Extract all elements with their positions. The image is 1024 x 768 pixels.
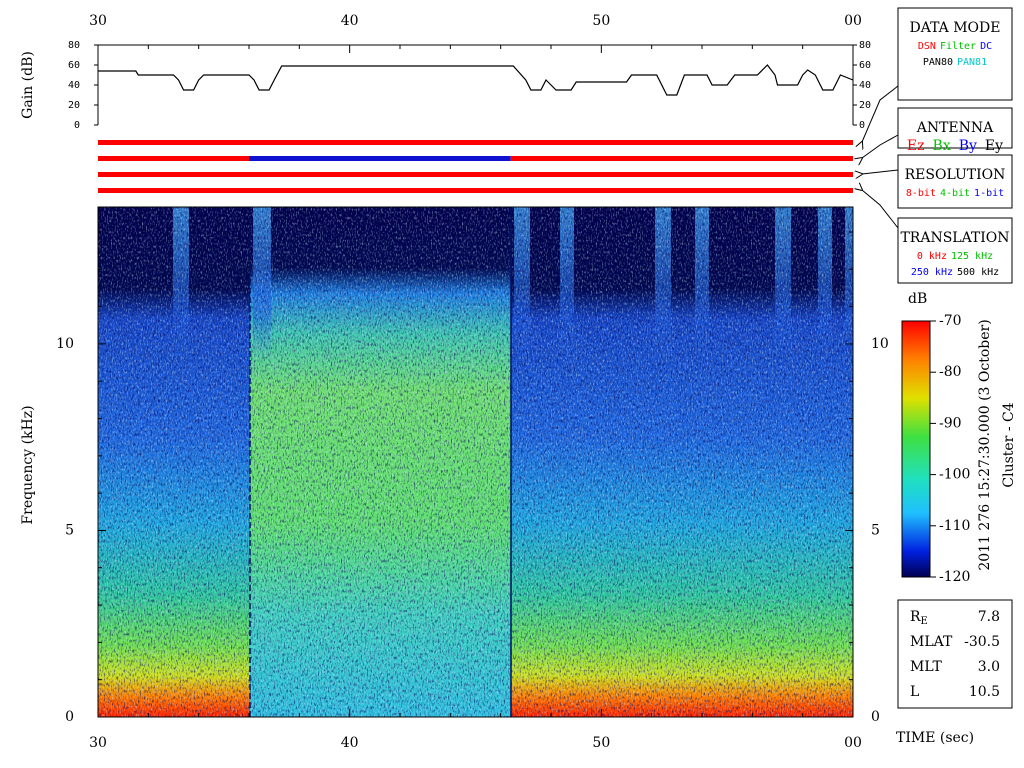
caption-date: 2011 276 15:27:30.000 (3 October) bbox=[977, 319, 993, 570]
panel-item: PAN80 bbox=[923, 57, 953, 68]
orbit-label-main: MLAT bbox=[910, 634, 953, 650]
panel-item: 4-bit bbox=[940, 188, 970, 199]
frequency-axis-label: Frequency (kHz) bbox=[20, 405, 36, 524]
panel-item: 125 kHz bbox=[951, 251, 993, 262]
colorbar bbox=[901, 320, 931, 578]
y-tick-label: 5 bbox=[65, 522, 74, 538]
colorbar-tick-label: -100 bbox=[939, 467, 970, 483]
orbit-panel bbox=[897, 599, 1013, 709]
mode-bar bbox=[510, 156, 853, 161]
x-tick-label: 50 bbox=[592, 13, 610, 29]
x-tick-label: 50 bbox=[592, 735, 610, 751]
colorbar-label: dB bbox=[908, 291, 927, 307]
x-axis-label: TIME (sec) bbox=[896, 730, 974, 746]
panel-item: Ez bbox=[907, 138, 925, 154]
panel-row: DSN Filter DC bbox=[918, 41, 992, 52]
spectrogram-noise bbox=[98, 207, 853, 717]
legend-panel bbox=[897, 154, 1013, 209]
mode-bar bbox=[98, 140, 853, 145]
y-tick-label: 0 bbox=[859, 120, 865, 131]
y-tick-label: 20 bbox=[859, 100, 871, 111]
caption-spacecraft: Cluster - C4 bbox=[1001, 402, 1017, 487]
panel-item: PAN81 bbox=[957, 57, 987, 68]
panel-title: RESOLUTION bbox=[905, 167, 1006, 183]
colorbar-tick-label: -90 bbox=[939, 415, 962, 431]
legend-panel bbox=[897, 217, 1013, 284]
y-tick-label: 40 bbox=[859, 80, 871, 91]
x-tick-label: 30 bbox=[89, 13, 107, 29]
legend-panel bbox=[897, 107, 1013, 149]
panel-row: Ez Bx By Ey bbox=[907, 138, 1003, 154]
y-tick-label: 0 bbox=[65, 709, 74, 725]
panel-item: DSN bbox=[918, 41, 936, 52]
x-tick-label: 40 bbox=[341, 735, 359, 751]
colorbar-tick-label: -110 bbox=[939, 518, 970, 534]
panel-item: Filter bbox=[940, 41, 976, 52]
y-tick-label: 80 bbox=[68, 40, 80, 51]
y-tick-label: 10 bbox=[871, 336, 889, 352]
mode-bar bbox=[249, 156, 511, 161]
panel-title: DATA MODE bbox=[910, 20, 1001, 36]
x-tick-label: 00 bbox=[844, 13, 862, 29]
panel-item: By bbox=[959, 138, 977, 154]
panel-connectors bbox=[862, 85, 899, 229]
colorbar-tick-label: -120 bbox=[939, 569, 970, 585]
y-tick-label: 80 bbox=[859, 40, 871, 51]
y-tick-label: 5 bbox=[871, 522, 880, 538]
mode-bar bbox=[98, 172, 853, 177]
orbit-label: L bbox=[910, 684, 919, 700]
y-tick-label: 0 bbox=[74, 120, 80, 131]
y-tick-label: 20 bbox=[68, 100, 80, 111]
x-tick-label: 40 bbox=[341, 13, 359, 29]
mode-bar bbox=[98, 188, 853, 193]
orbit-value: 10.5 bbox=[969, 684, 1000, 700]
orbit-value: -30.5 bbox=[964, 634, 1000, 650]
panel-item: Bx bbox=[933, 138, 951, 154]
y-tick-label: 60 bbox=[859, 60, 871, 71]
orbit-label-main: L bbox=[910, 684, 919, 700]
panel-item: Ey bbox=[985, 138, 1003, 154]
panel-row: 8-bit 4-bit 1-bit bbox=[906, 188, 1004, 199]
spectrogram-frame bbox=[97, 206, 854, 718]
orbit-label-main: MLT bbox=[910, 659, 942, 675]
colorbar-tick-label: -70 bbox=[939, 313, 962, 329]
gain-axis-label: Gain (dB) bbox=[20, 51, 36, 119]
panel-row: PAN80 PAN81 bbox=[923, 57, 987, 68]
spectrogram-image bbox=[98, 207, 853, 717]
panel-item: 500 kHz bbox=[957, 267, 999, 278]
panel-item: 250 kHz bbox=[911, 267, 953, 278]
orbit-value: 3.0 bbox=[978, 659, 1000, 675]
gain-line bbox=[98, 64, 854, 96]
panel-item: DC bbox=[980, 41, 992, 52]
x-tick-label: 00 bbox=[844, 735, 862, 751]
orbit-label: RE bbox=[910, 609, 928, 627]
colorbar-tick-label: -80 bbox=[939, 364, 962, 380]
y-tick-label: 60 bbox=[68, 60, 80, 71]
orbit-label: MLT bbox=[910, 659, 942, 675]
y-tick-label: 40 bbox=[68, 80, 80, 91]
y-tick-label: 0 bbox=[871, 709, 880, 725]
orbit-label: MLAT bbox=[910, 634, 953, 650]
y-tick-label: 10 bbox=[56, 336, 74, 352]
panel-item: 8-bit bbox=[906, 188, 936, 199]
panel-title: TRANSLATION bbox=[900, 230, 1009, 246]
panel-row: 0 kHz 125 kHz bbox=[917, 251, 993, 262]
orbit-label-sub: E bbox=[921, 616, 928, 627]
x-tick-label: 30 bbox=[89, 735, 107, 751]
panel-title: ANTENNA bbox=[916, 120, 994, 136]
panel-item: 0 kHz bbox=[917, 251, 947, 262]
legend-panel bbox=[897, 7, 1013, 101]
orbit-label-main: R bbox=[910, 609, 921, 625]
mode-bar bbox=[98, 156, 249, 161]
orbit-value: 7.8 bbox=[978, 609, 1000, 625]
panel-item: 1-bit bbox=[974, 188, 1004, 199]
panel-row: 250 kHz 500 kHz bbox=[911, 267, 999, 278]
